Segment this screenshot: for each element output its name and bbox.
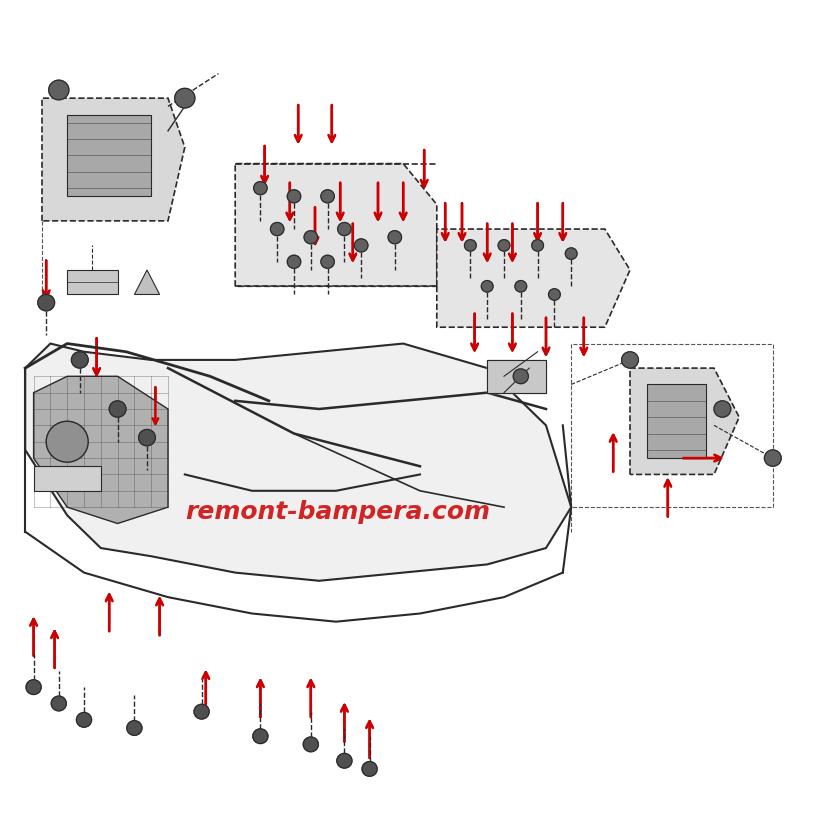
Circle shape: [515, 281, 527, 292]
Circle shape: [175, 88, 195, 108]
Circle shape: [194, 704, 209, 719]
Circle shape: [304, 231, 318, 244]
Circle shape: [26, 680, 41, 694]
Circle shape: [565, 248, 577, 259]
Polygon shape: [647, 384, 706, 458]
Circle shape: [764, 450, 781, 466]
Circle shape: [38, 294, 55, 311]
Polygon shape: [42, 98, 185, 221]
Polygon shape: [67, 115, 151, 196]
Polygon shape: [235, 164, 437, 286]
Circle shape: [498, 240, 510, 251]
Circle shape: [287, 255, 301, 268]
Circle shape: [321, 190, 334, 203]
Circle shape: [76, 712, 92, 727]
Circle shape: [354, 239, 368, 252]
Polygon shape: [34, 376, 168, 524]
Circle shape: [338, 222, 351, 236]
Circle shape: [253, 729, 268, 744]
Circle shape: [49, 80, 69, 100]
Polygon shape: [487, 360, 546, 393]
Polygon shape: [34, 466, 101, 491]
Circle shape: [51, 696, 66, 711]
Circle shape: [321, 255, 334, 268]
Polygon shape: [134, 270, 160, 294]
Circle shape: [139, 429, 155, 446]
Circle shape: [287, 190, 301, 203]
Circle shape: [714, 401, 731, 417]
Circle shape: [549, 289, 560, 300]
Circle shape: [362, 762, 377, 776]
Circle shape: [127, 721, 142, 735]
Circle shape: [532, 240, 543, 251]
Circle shape: [513, 369, 528, 384]
Circle shape: [388, 231, 402, 244]
Circle shape: [337, 753, 352, 768]
Polygon shape: [67, 270, 118, 294]
Text: remont-bampera.com: remont-bampera.com: [185, 501, 490, 524]
Circle shape: [46, 421, 88, 462]
Circle shape: [254, 182, 267, 195]
Polygon shape: [25, 344, 571, 581]
Circle shape: [465, 240, 476, 251]
Circle shape: [303, 737, 318, 752]
Circle shape: [622, 352, 638, 368]
Polygon shape: [437, 229, 630, 327]
Circle shape: [481, 281, 493, 292]
Circle shape: [71, 352, 88, 368]
Circle shape: [270, 222, 284, 236]
Polygon shape: [630, 368, 739, 474]
Circle shape: [109, 401, 126, 417]
